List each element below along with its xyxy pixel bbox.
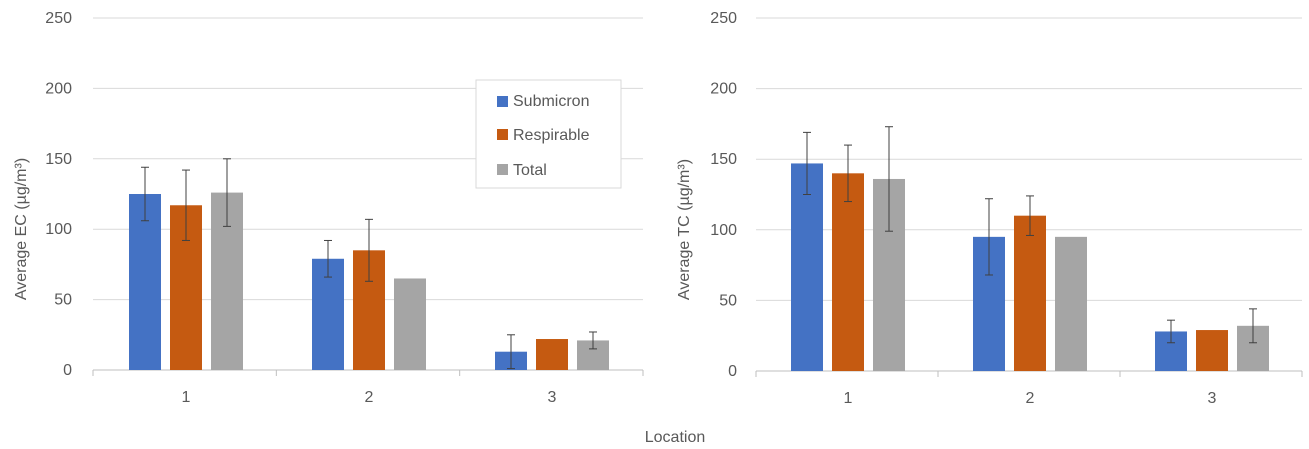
x-tick-label: 1 bbox=[844, 390, 853, 407]
y-axis-title: Average EC (µg/m³) bbox=[13, 158, 30, 300]
bar-respirable-1 bbox=[832, 173, 864, 371]
y-tick-label: 50 bbox=[719, 292, 737, 309]
y-tick-label: 200 bbox=[45, 80, 72, 97]
y-tick-label: 0 bbox=[63, 362, 72, 379]
y-tick-label: 150 bbox=[45, 151, 72, 168]
y-tick-label: 100 bbox=[710, 222, 737, 239]
legend-swatch-respirable bbox=[497, 129, 508, 140]
bar-total-2 bbox=[1055, 236, 1087, 371]
shared-x-axis-title: Location bbox=[645, 429, 706, 446]
y-tick-label: 200 bbox=[710, 81, 737, 98]
legend-label-submicron: Submicron bbox=[513, 93, 589, 110]
y-tick-label: 50 bbox=[54, 292, 72, 309]
chart-ec: 0 50 100 150 200 250 1 2 3 Average EC (µg/m³) bbox=[13, 10, 644, 406]
x-tick-label: 3 bbox=[548, 389, 557, 406]
charts-layer: 0 50 100 150 200 250 1 2 3 Average EC (µg/m³) 0 50 1… bbox=[13, 10, 1303, 407]
legend-swatch-total bbox=[497, 164, 508, 175]
legend-label-respirable: Respirable bbox=[513, 127, 590, 144]
y-tick-label: 250 bbox=[45, 10, 72, 27]
bar-submicron-1 bbox=[791, 163, 823, 371]
y-tick-label: 150 bbox=[710, 151, 737, 168]
bar-total-2 bbox=[394, 278, 426, 370]
bar-respirable-3 bbox=[536, 339, 568, 370]
x-tick-label: 2 bbox=[1026, 390, 1035, 407]
legend-swatch-submicron bbox=[497, 96, 508, 107]
bar-respirable-2 bbox=[1014, 215, 1046, 371]
y-tick-label: 250 bbox=[710, 10, 737, 27]
bar-submicron-1 bbox=[129, 194, 161, 370]
bar-respirable-3 bbox=[1196, 330, 1228, 371]
x-tick-label: 2 bbox=[365, 389, 374, 406]
chart-tc: 0 50 100 150 200 250 1 2 3 Average TC (µg/m³) bbox=[676, 10, 1303, 407]
y-tick-label: 100 bbox=[45, 221, 72, 238]
legend-label-total: Total bbox=[513, 162, 547, 179]
legend: Submicron Respirable Total bbox=[475, 79, 622, 189]
x-tick-label: 1 bbox=[182, 389, 191, 406]
y-axis-title: Average TC (µg/m³) bbox=[676, 159, 693, 300]
x-tick-label: 3 bbox=[1208, 390, 1217, 407]
y-tick-label: 0 bbox=[728, 363, 737, 380]
